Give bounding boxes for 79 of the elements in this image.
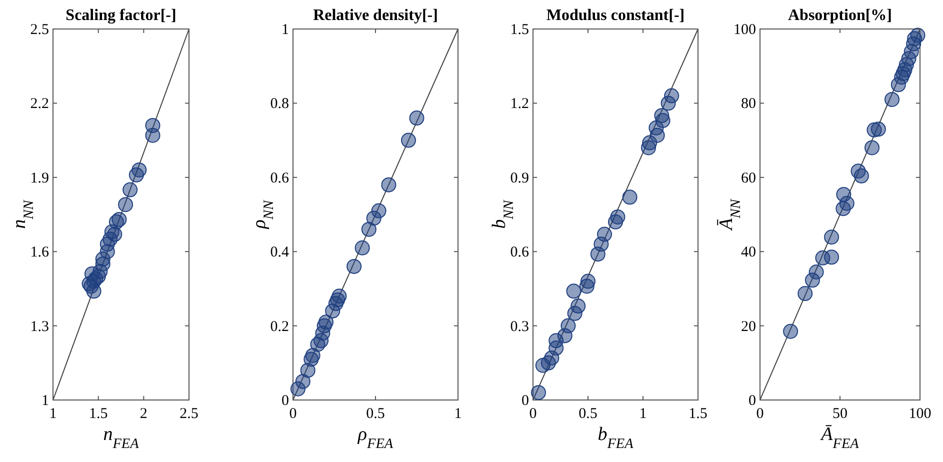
- y-tick-label: 1.2: [510, 96, 529, 112]
- y-tick-label: 0.2: [270, 318, 289, 335]
- y-tick-label: 60: [741, 170, 756, 186]
- x-tick-label: 1: [454, 406, 462, 422]
- point: [128, 167, 144, 182]
- x-tick-label: 1.5: [88, 406, 108, 422]
- x-axis-title: b$_{FEA}$: [598, 424, 634, 452]
- y-tick-label: 1.9: [30, 170, 49, 186]
- point: [815, 250, 830, 266]
- y-tick-label: 0.6: [510, 244, 530, 261]
- point: [567, 306, 582, 321]
- point: [366, 210, 382, 226]
- point: [531, 385, 546, 400]
- x-tick-label: 100: [908, 406, 932, 422]
- point: [361, 222, 376, 237]
- x-tick-label: 0.5: [366, 406, 385, 422]
- point: [798, 286, 813, 302]
- y-tick-label: 40: [741, 244, 756, 261]
- point: [122, 182, 138, 198]
- chart-title: Scaling factor[-]: [66, 7, 176, 24]
- x-tick-label: 0.5: [578, 406, 598, 422]
- x-axis-title: Ā$_{FEA}$: [819, 424, 860, 452]
- y-tick-label: 0: [748, 393, 756, 409]
- point: [86, 284, 102, 299]
- point: [381, 177, 396, 192]
- point: [864, 140, 880, 156]
- y-tick-label: 0.4: [270, 244, 290, 261]
- y-tick-label: 100: [734, 22, 756, 38]
- point: [579, 278, 594, 294]
- y-tick-label: 0.6: [270, 170, 290, 186]
- point: [884, 92, 900, 107]
- x-tick-label: 2: [140, 406, 148, 422]
- point: [566, 284, 582, 299]
- y-tick-label: 0.8: [270, 96, 289, 112]
- point: [290, 381, 306, 396]
- y-tick-label: 2.5: [30, 22, 49, 38]
- point: [325, 303, 340, 318]
- y-tick-label: 1.6: [30, 244, 50, 261]
- point: [641, 140, 656, 156]
- y-tick-label: 1.3: [30, 318, 49, 335]
- y-tick-label: 0: [282, 393, 289, 409]
- point: [300, 362, 316, 378]
- y-tick-label: 20: [741, 318, 756, 335]
- point: [535, 358, 550, 373]
- y-tick-label: 1: [42, 393, 49, 409]
- point: [346, 258, 362, 274]
- point: [145, 128, 160, 143]
- y-tick-label: 2.2: [30, 96, 49, 112]
- y-tick-label: 0.3: [510, 318, 529, 335]
- y-tick-label: 80: [741, 96, 756, 112]
- chart-title: Relative density[-]: [313, 7, 438, 24]
- point: [850, 164, 866, 179]
- x-tick-label: 2.5: [180, 406, 198, 422]
- x-tick-label: 1: [639, 406, 647, 422]
- point: [310, 336, 326, 352]
- point: [608, 214, 623, 230]
- point: [866, 122, 882, 138]
- point: [409, 110, 424, 126]
- chart-title: Modulus constant[-]: [546, 7, 685, 24]
- x-axis-title: n$_{FEA}$: [103, 424, 140, 452]
- point: [804, 272, 820, 288]
- x-tick-label: 50: [832, 406, 848, 422]
- chart-title: Absorption[%]: [788, 7, 892, 24]
- point: [118, 197, 134, 212]
- point: [824, 230, 840, 245]
- point: [783, 324, 798, 339]
- point: [354, 240, 370, 256]
- x-tick-label: 1.5: [688, 406, 708, 422]
- point: [890, 77, 906, 92]
- x-axis-title: ρ$_{FEA}$: [356, 424, 394, 452]
- point: [836, 201, 851, 216]
- y-tick-label: 0.9: [510, 170, 529, 186]
- point: [401, 132, 416, 148]
- point: [622, 190, 638, 205]
- y-tick-label: 1: [282, 22, 289, 38]
- point: [590, 246, 606, 262]
- y-tick-label: 1.5: [510, 22, 529, 38]
- point: [660, 96, 676, 111]
- y-tick-label: 0: [522, 393, 529, 409]
